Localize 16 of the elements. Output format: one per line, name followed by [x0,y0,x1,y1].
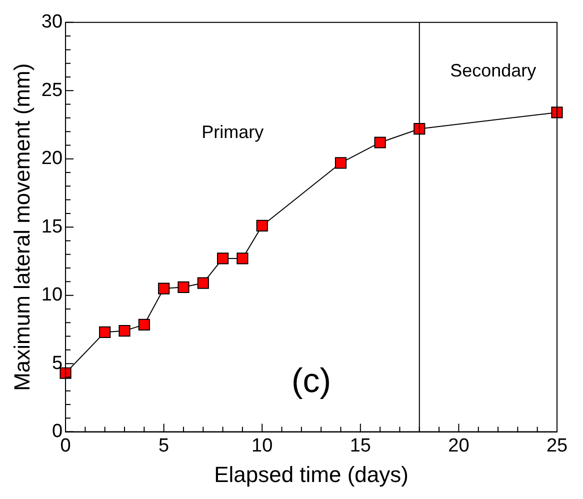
y-tick-label: 30 [41,12,63,33]
x-tick-label: 5 [158,435,170,456]
y-tick-label: 5 [52,352,63,374]
y-tick-label: 10 [41,284,63,306]
annotation: Secondary [450,60,536,80]
annotation: Primary [202,122,264,142]
x-tick-label: 10 [252,435,273,456]
y-axis-title: Maximum lateral movement (mm) [9,63,34,391]
x-axis-title: Elapsed time (days) [214,462,408,487]
annotation: (c) [291,362,332,400]
x-tick-label: 25 [546,435,568,456]
y-tick-label: 20 [41,148,63,170]
y-tick-label: 25 [41,80,63,101]
x-tick-label: 20 [448,435,470,456]
y-tick-label: 15 [41,216,63,238]
x-tick-label: 15 [350,435,371,456]
